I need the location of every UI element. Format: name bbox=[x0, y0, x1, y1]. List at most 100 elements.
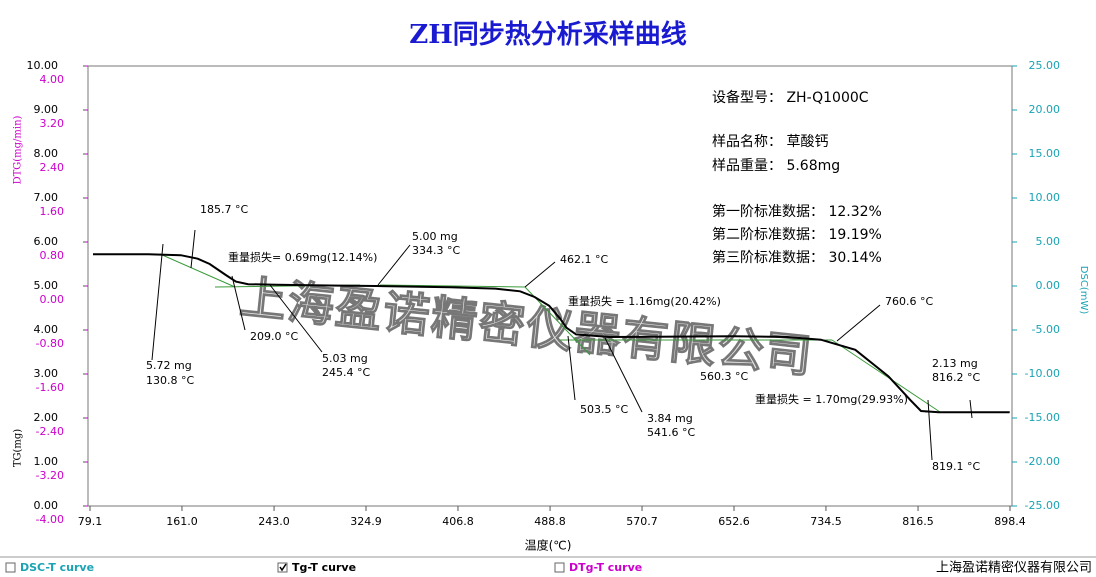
info-text: 第三阶标准数据： 30.14% bbox=[712, 249, 882, 266]
y3-tick-label: 4.00 bbox=[40, 73, 65, 86]
annotation: 重量损失= 0.69mg(12.14%) bbox=[228, 250, 377, 264]
y2-tick-label: 25.00 bbox=[1029, 59, 1061, 72]
annotation: 2.13 mg bbox=[932, 357, 978, 370]
y2-tick-label: 15.00 bbox=[1029, 147, 1061, 160]
legend-label: DSC-T curve bbox=[20, 561, 94, 574]
annotation: 462.1 °C bbox=[560, 253, 608, 266]
annotation: 816.2 °C bbox=[932, 371, 980, 384]
leader-line bbox=[377, 244, 411, 286]
x-axis-label: 温度(℃) bbox=[525, 538, 572, 553]
info-text: 样品名称： 草酸钙 bbox=[712, 134, 828, 150]
y-tick-label: 5.00 bbox=[34, 279, 59, 292]
y3-tick-label: -2.40 bbox=[36, 425, 64, 438]
y-tick-label: 4.00 bbox=[34, 323, 59, 336]
y-tick-label: 3.00 bbox=[34, 367, 59, 380]
y3-tick-label: 0.00 bbox=[40, 293, 65, 306]
y3-tick-label: -1.60 bbox=[36, 381, 64, 394]
y3-tick-label: 3.20 bbox=[40, 117, 65, 130]
annotation: 130.8 °C bbox=[146, 374, 194, 387]
annotation: 209.0 °C bbox=[250, 330, 298, 343]
leader-line bbox=[604, 337, 643, 413]
leader-line bbox=[190, 229, 196, 269]
x-tick-label: 898.4 bbox=[994, 515, 1026, 528]
y-tick-label: 8.00 bbox=[34, 147, 59, 160]
y2-tick-label: -10.00 bbox=[1025, 367, 1060, 380]
y2-tick-label: -20.00 bbox=[1025, 455, 1060, 468]
leader-line bbox=[927, 399, 933, 461]
x-tick-label: 406.8 bbox=[442, 515, 474, 528]
leader-line bbox=[269, 284, 323, 353]
annotation: 重量损失 = 1.70mg(29.93%) bbox=[755, 392, 908, 406]
annotation: 541.6 °C bbox=[647, 426, 695, 439]
tangent-line bbox=[831, 339, 941, 413]
y-tick-label: 9.00 bbox=[34, 103, 59, 116]
tangent-line bbox=[159, 253, 236, 288]
info-text: 样品重量： 5.68mg bbox=[712, 158, 840, 174]
y2-tick-label: -25.00 bbox=[1025, 499, 1060, 512]
y3-tick-label: 1.60 bbox=[40, 205, 65, 218]
x-tick-label: 324.9 bbox=[350, 515, 382, 528]
annotation: 5.03 mg bbox=[322, 352, 368, 365]
company-name: 上海盈诺精密仪器有限公司 bbox=[936, 560, 1092, 576]
annotation: 5.72 mg bbox=[146, 359, 192, 372]
annotation: 5.00 mg bbox=[412, 230, 458, 243]
y3-axis-label: DTG(mg/min) bbox=[13, 115, 24, 184]
info-text: 设备型号： ZH-Q1000C bbox=[712, 89, 869, 106]
y3-tick-label: -4.00 bbox=[36, 513, 64, 526]
y-tick-label: 7.00 bbox=[34, 191, 59, 204]
tangent-line bbox=[379, 284, 526, 288]
legend-label: Tg-T curve bbox=[292, 561, 356, 574]
y2-axis-label: DSC(mW) bbox=[1078, 266, 1089, 315]
legend-label: DTg-T curve bbox=[569, 561, 642, 574]
annotation: 560.3 °C bbox=[700, 370, 748, 383]
y-tick-label: 1.00 bbox=[34, 455, 59, 468]
y-tick-label: 0.00 bbox=[34, 499, 59, 512]
annotation: 334.3 °C bbox=[412, 244, 460, 257]
annotation: 760.6 °C bbox=[885, 295, 933, 308]
x-tick-label: 652.6 bbox=[718, 515, 750, 528]
info-text: 第二阶标准数据： 19.19% bbox=[712, 226, 882, 243]
legend-checkbox[interactable] bbox=[5, 562, 16, 573]
annotation: 185.7 °C bbox=[200, 203, 248, 216]
y2-tick-label: -15.00 bbox=[1025, 411, 1060, 424]
annotation: 819.1 °C bbox=[932, 460, 980, 473]
x-tick-label: 161.0 bbox=[166, 515, 198, 528]
leader-line bbox=[151, 243, 164, 361]
legend-checkbox[interactable] bbox=[554, 562, 565, 573]
leader-line bbox=[836, 304, 881, 342]
leader-line bbox=[231, 275, 246, 331]
info-text: 第一阶标准数据： 12.32% bbox=[712, 203, 882, 220]
legend-checkbox[interactable] bbox=[277, 562, 288, 573]
y-tick-label: 2.00 bbox=[34, 411, 59, 424]
y-axis-label: TG(mg) bbox=[13, 429, 24, 467]
annotation: 503.5 °C bbox=[580, 403, 628, 416]
y3-tick-label: 2.40 bbox=[40, 161, 65, 174]
y2-tick-label: -5.00 bbox=[1032, 323, 1060, 336]
x-tick-label: 79.1 bbox=[78, 515, 103, 528]
y-tick-label: 6.00 bbox=[34, 235, 59, 248]
y2-tick-label: 20.00 bbox=[1029, 103, 1061, 116]
y2-tick-label: 10.00 bbox=[1029, 191, 1061, 204]
y2-tick-label: 0.00 bbox=[1036, 279, 1061, 292]
x-tick-label: 488.8 bbox=[534, 515, 566, 528]
tg-curve bbox=[93, 253, 1010, 414]
annotation: 重量损失 = 1.16mg(20.42%) bbox=[568, 294, 721, 308]
x-tick-label: 734.5 bbox=[810, 515, 842, 528]
check-mark bbox=[279, 563, 287, 572]
y3-tick-label: 0.80 bbox=[40, 249, 65, 262]
chart-title: ZH同步热分析采样曲线 bbox=[409, 19, 687, 50]
x-tick-label: 570.7 bbox=[626, 515, 658, 528]
y-tick-label: 10.00 bbox=[27, 59, 59, 72]
annotation: 3.84 mg bbox=[647, 412, 693, 425]
leader-line bbox=[524, 261, 556, 288]
y3-tick-label: -3.20 bbox=[36, 469, 64, 482]
annotation: 245.4 °C bbox=[322, 366, 370, 379]
x-tick-label: 243.0 bbox=[258, 515, 290, 528]
leader-line bbox=[567, 335, 576, 401]
leader-line bbox=[969, 399, 973, 419]
x-tick-label: 816.5 bbox=[902, 515, 934, 528]
y3-tick-label: -0.80 bbox=[36, 337, 64, 350]
y2-tick-label: 5.00 bbox=[1036, 235, 1061, 248]
